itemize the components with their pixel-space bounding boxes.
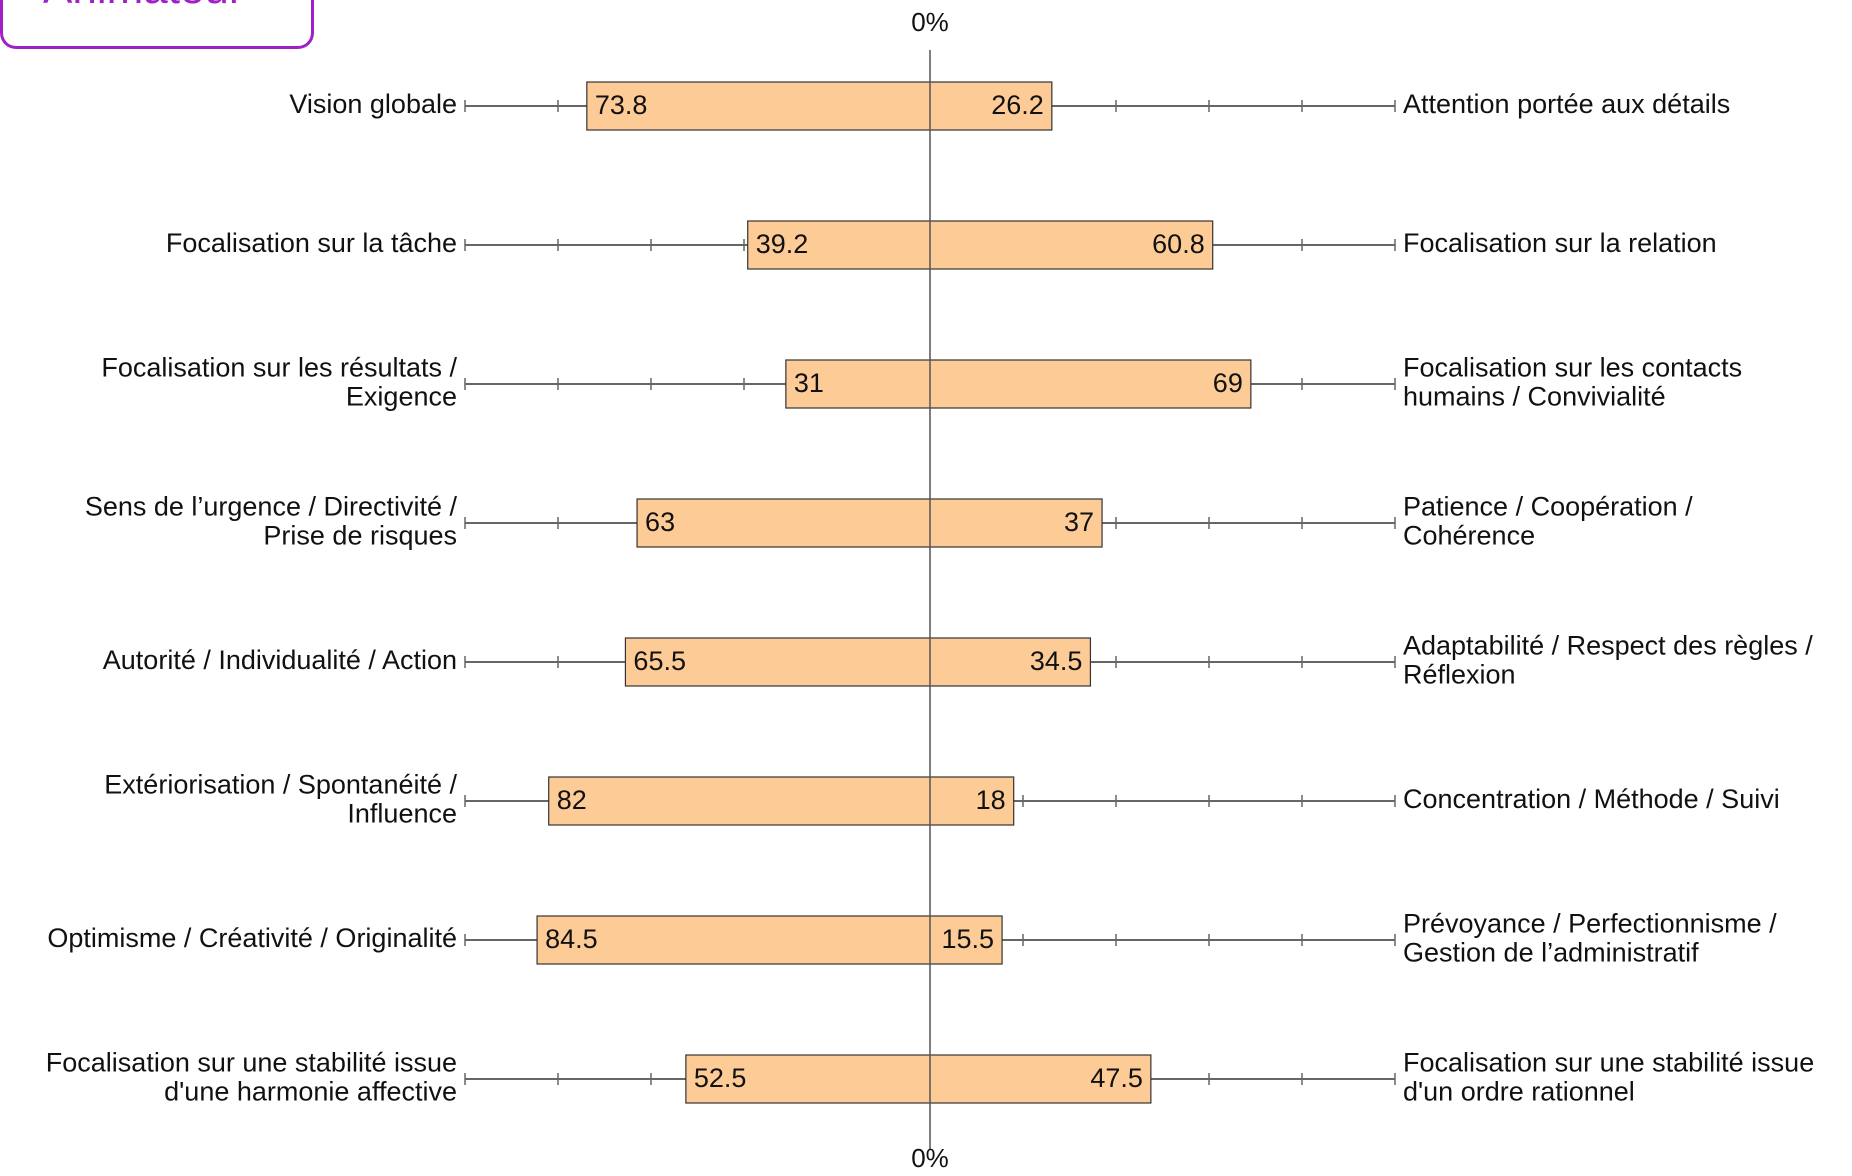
row-label-left: Influence [347, 799, 457, 829]
row-label-right: Focalisation sur la relation [1403, 228, 1717, 258]
bar-value-right: 60.8 [1152, 229, 1205, 259]
row-label-left: Focalisation sur les résultats / [101, 353, 457, 383]
axis-label-top: 0% [911, 7, 949, 37]
bar [636, 498, 1103, 548]
row-label-right: Patience / Coopération / [1403, 492, 1693, 522]
bar-value-left: 63 [645, 507, 675, 537]
row-label-right: Gestion de l’administratif [1403, 938, 1699, 968]
row-label-left: Optimisme / Créativité / Originalité [47, 923, 457, 953]
bar-value-right: 15.5 [942, 924, 995, 954]
row-label-left: Autorité / Individualité / Action [103, 645, 457, 675]
row-label-left: Exigence [346, 382, 457, 412]
bar-value-right: 37 [1064, 507, 1094, 537]
row-label-left: Prise de risques [263, 521, 457, 551]
axis-label-bottom: 0% [911, 1143, 949, 1173]
bar-value-left: 52.5 [694, 1063, 747, 1093]
row-label-right: humains / Convivialité [1403, 382, 1666, 412]
bar-value-left: 31 [794, 368, 824, 398]
row-label-right: Réflexion [1403, 660, 1516, 690]
row-label-right: d'un ordre rationnel [1403, 1077, 1635, 1107]
bar-value-left: 65.5 [633, 646, 686, 676]
row-label-left: Vision globale [289, 89, 457, 119]
bar-value-left: 39.2 [756, 229, 809, 259]
row-label-right: Attention portée aux détails [1403, 89, 1730, 119]
bar-value-right: 69 [1213, 368, 1243, 398]
bar-value-right: 26.2 [991, 90, 1044, 120]
row-label-right: Prévoyance / Perfectionnisme / [1403, 909, 1777, 939]
bar-value-right: 47.5 [1090, 1063, 1143, 1093]
bar-value-left: 73.8 [595, 90, 648, 120]
row-label-left: Extériorisation / Spontanéité / [104, 770, 457, 800]
row-label-left: Sens de l’urgence / Directivité / [85, 492, 458, 522]
row-label-right: Focalisation sur les contacts [1403, 353, 1742, 383]
row-label-left: d'une harmonie affective [164, 1077, 457, 1107]
row-label-right: Concentration / Méthode / Suivi [1403, 784, 1780, 814]
bar [685, 1054, 1152, 1104]
bar [747, 220, 1214, 270]
bar [624, 637, 1092, 687]
profile-badge: Animateur [0, 0, 314, 49]
bar-value-left: 82 [557, 785, 587, 815]
profile-badge-label: Animateur [43, 0, 244, 14]
bar [548, 776, 1015, 826]
row-label-left: Focalisation sur la tâche [166, 228, 457, 258]
bar [785, 359, 1252, 409]
row-label-right: Focalisation sur une stabilité issue [1403, 1048, 1814, 1078]
row-label-left: Focalisation sur une stabilité issue [46, 1048, 457, 1078]
bar [536, 915, 1003, 965]
bar [586, 81, 1053, 131]
row-label-right: Adaptabilité / Respect des règles / [1403, 631, 1813, 661]
bar-value-left: 84.5 [545, 924, 598, 954]
row-label-right: Cohérence [1403, 521, 1535, 551]
bar-value-right: 34.5 [1030, 646, 1083, 676]
bar-value-right: 18 [976, 785, 1006, 815]
